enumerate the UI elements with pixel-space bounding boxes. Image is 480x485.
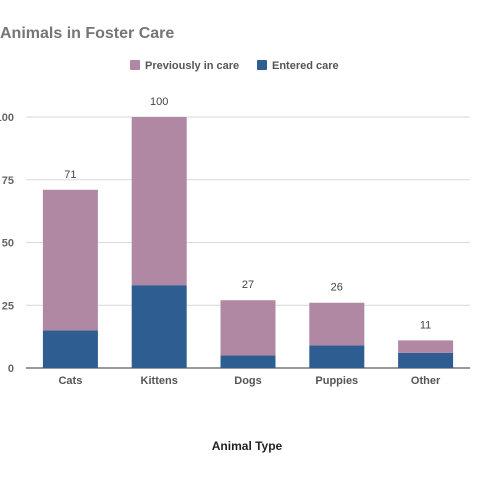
data-label-puppies: 26 (331, 282, 343, 294)
data-label-cats: 71 (64, 169, 76, 181)
bar-other-previously-in-care (398, 340, 454, 353)
y-tick-label: 75 (2, 175, 14, 187)
bar-kittens-previously-in-care (131, 117, 187, 286)
y-tick-label: 50 (2, 238, 14, 250)
legend-item-entered-care: Entered care (257, 60, 339, 72)
bar-kittens-entered-care (131, 285, 187, 368)
legend-swatch (257, 60, 267, 70)
x-tick-label: Kittens (141, 375, 178, 387)
legend-item-previously-in-care: Previously in care (130, 60, 239, 72)
legend-label: Entered care (272, 60, 339, 72)
legend-label: Previously in care (145, 60, 239, 72)
x-axis-title: Animal Type (212, 439, 283, 453)
data-label-dogs: 27 (242, 279, 254, 291)
x-tick-label: Dogs (234, 375, 262, 387)
data-label-other: 11 (420, 319, 431, 331)
bar-other-entered-care (398, 352, 454, 368)
x-tick-label: Puppies (315, 375, 358, 387)
bar-dogs-entered-care (220, 355, 276, 368)
bar-puppies-entered-care (309, 345, 365, 368)
bar-puppies-previously-in-care (309, 302, 365, 346)
y-tick-label: 0 (8, 363, 14, 375)
data-label-kittens: 100 (150, 96, 168, 108)
bar-cats-entered-care (42, 330, 98, 368)
bar-cats-previously-in-care (42, 189, 98, 331)
x-axis-ticks: Cats Kittens Dogs Puppies Other (58, 375, 441, 387)
gridlines (26, 116, 470, 369)
bar-dogs-previously-in-care (220, 300, 276, 356)
bars: 71 100 27 26 11 (42, 96, 454, 368)
y-tick-label: 25 (2, 300, 14, 312)
x-tick-label: Other (411, 375, 441, 387)
y-tick-label: 100 (0, 112, 14, 124)
legend-swatch (130, 60, 140, 70)
legend: Previously in care Entered care (130, 60, 339, 72)
chart-title: Animals in Foster Care (0, 25, 174, 42)
x-tick-label: Cats (58, 375, 82, 387)
y-axis-ticks: 0 25 50 75 100 (0, 112, 14, 375)
